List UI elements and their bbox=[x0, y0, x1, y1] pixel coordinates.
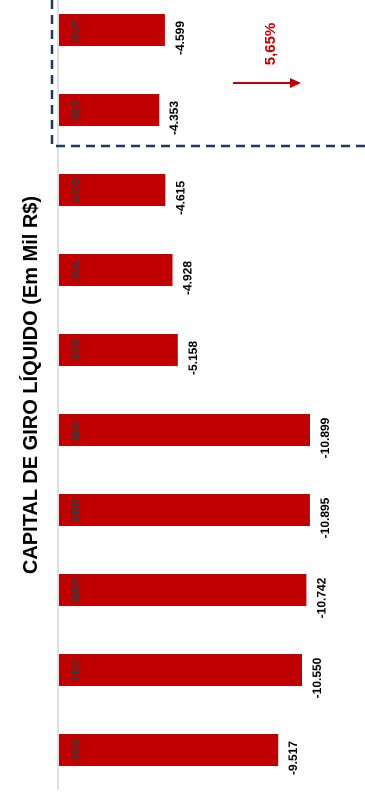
highlight-dashed-box bbox=[50, 0, 365, 148]
category-label-ago: AGO bbox=[70, 177, 82, 203]
bar-jul bbox=[59, 254, 173, 286]
category-label-jan: JAN bbox=[70, 739, 82, 761]
value-label-jun: -5.158 bbox=[186, 341, 200, 375]
category-label-mar: MAR bbox=[70, 577, 82, 602]
value-label-set: -4.353 bbox=[167, 101, 181, 135]
category-label-out: OUT bbox=[70, 18, 82, 42]
bar-out bbox=[59, 14, 165, 46]
bar-series bbox=[59, 14, 310, 766]
value-label-mar: -10.742 bbox=[314, 577, 328, 618]
bar-jun bbox=[59, 334, 178, 366]
annotation-percentage: 5,65% bbox=[262, 23, 279, 66]
bar-mai bbox=[59, 414, 310, 446]
bar-fev bbox=[59, 654, 302, 686]
category-label-abr: ABR bbox=[70, 498, 82, 522]
value-labels: -9.517 -10.550 -10.742 -10.895 -10.899 -5.158… bbox=[167, 21, 332, 775]
bar-ago bbox=[59, 174, 166, 206]
category-label-jun: JUN bbox=[70, 339, 82, 361]
value-label-abr: -10.895 bbox=[318, 497, 332, 538]
trend-arrow-icon bbox=[290, 78, 301, 88]
category-labels: JAN FEV MAR ABR MAI JUN JUL AGO SET OUT bbox=[70, 18, 82, 761]
chart-title: CAPITAL DE GIRO LÍQUIDO (Em Mil R$) bbox=[19, 196, 42, 574]
value-label-fev: -10.550 bbox=[310, 657, 324, 698]
value-label-mai: -10.899 bbox=[318, 417, 332, 458]
bar-set bbox=[59, 94, 160, 126]
value-label-jan: -9.517 bbox=[286, 741, 300, 775]
category-label-jul: JUL bbox=[70, 259, 82, 280]
value-label-ago: -4.615 bbox=[173, 181, 187, 215]
bar-mar bbox=[59, 574, 307, 606]
bar-jan bbox=[59, 734, 279, 766]
value-label-jul: -4.928 bbox=[181, 261, 195, 295]
category-label-mai: MAI bbox=[70, 420, 82, 440]
category-label-set: SET bbox=[70, 99, 82, 121]
value-label-out: -4.599 bbox=[173, 21, 187, 55]
category-label-fev: FEV bbox=[70, 659, 82, 681]
bar-abr bbox=[59, 494, 310, 526]
